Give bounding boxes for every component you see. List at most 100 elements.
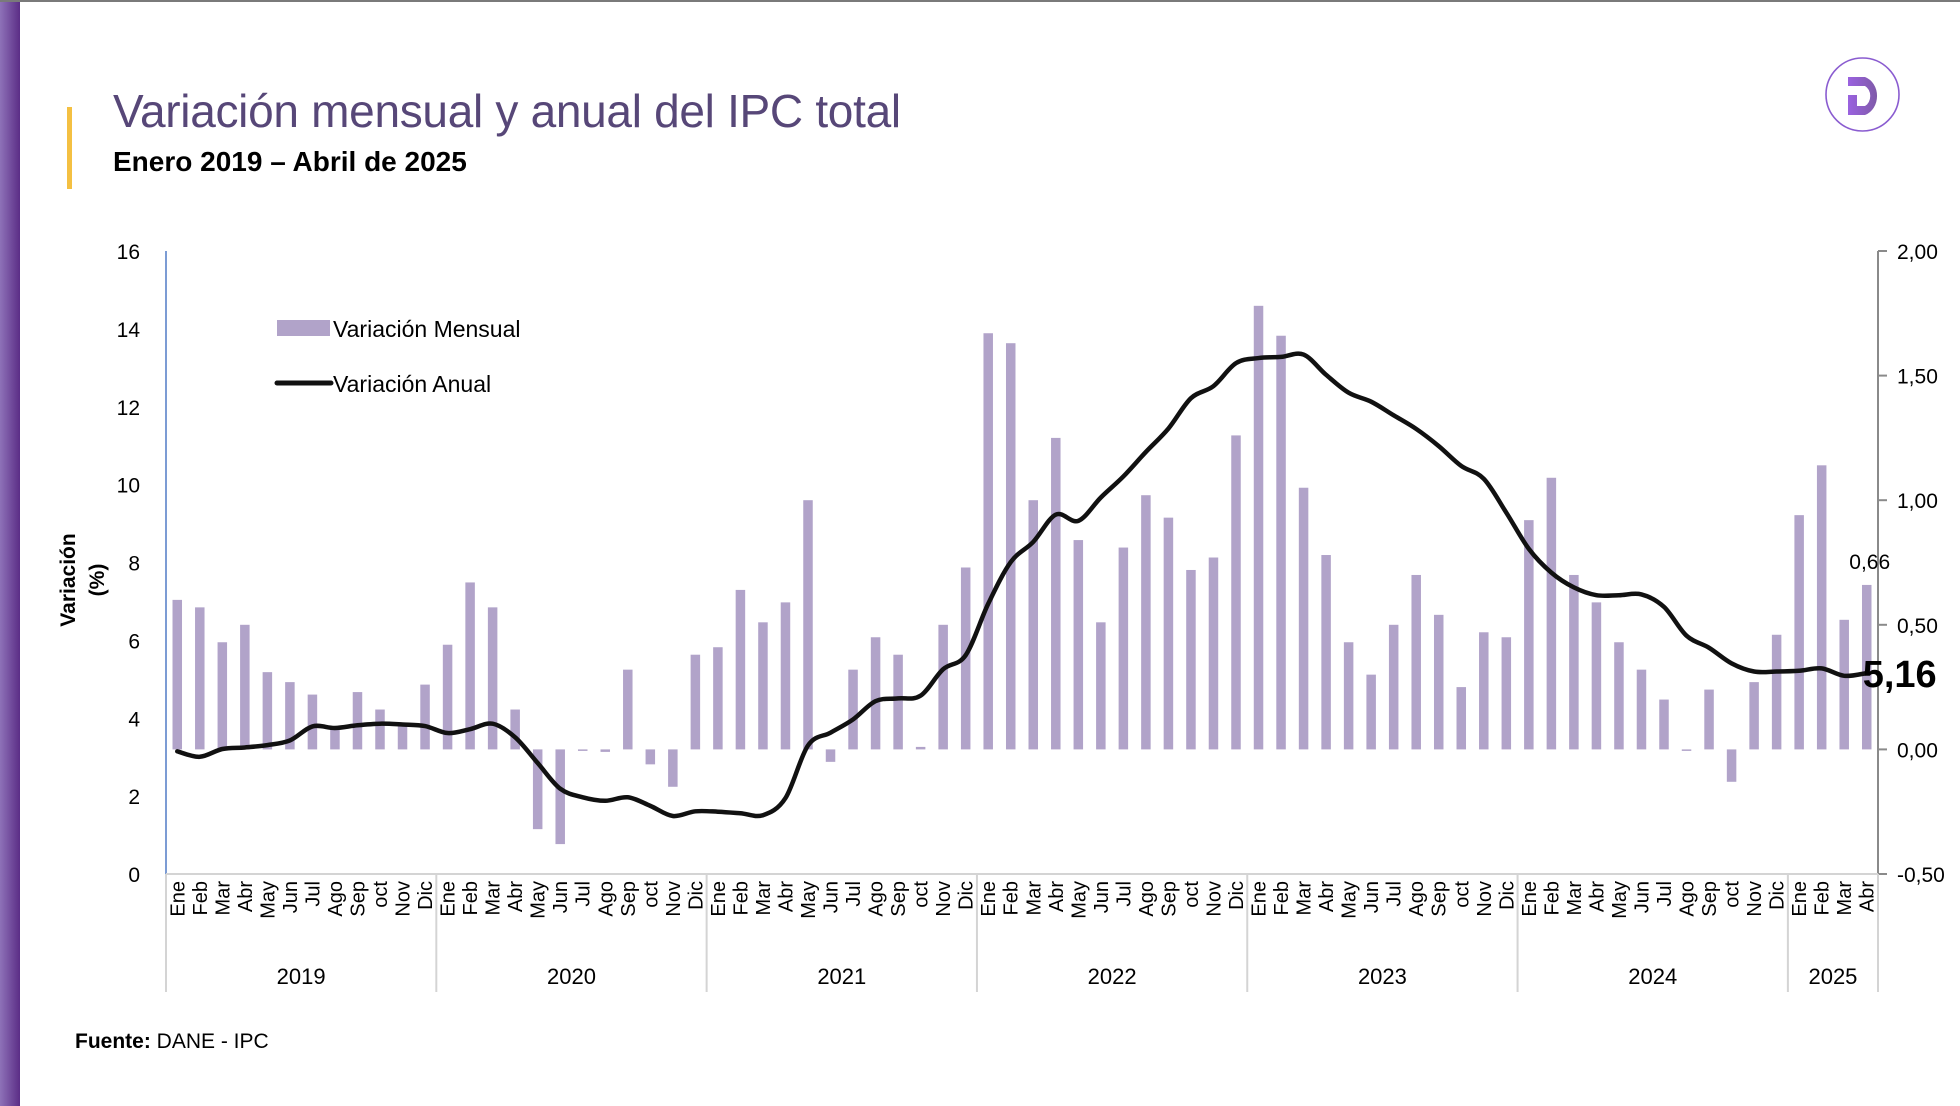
- month-tick-label: Feb: [1271, 881, 1293, 915]
- bar-mensual: [172, 599, 183, 750]
- top-border: [0, 0, 1960, 2]
- month-tick-label: oct: [640, 881, 662, 908]
- month-tick-label: oct: [911, 881, 933, 908]
- month-tick-label: Ago: [595, 881, 617, 917]
- month-tick-label: Dic: [1767, 881, 1789, 910]
- month-tick-label: Ene: [1249, 881, 1271, 917]
- bar-mensual: [668, 749, 678, 787]
- month-tick-label: Sep: [888, 881, 910, 917]
- bar-mensual: [375, 709, 385, 750]
- bar-mensual: [1411, 574, 1421, 750]
- month-tick-label: oct: [1181, 881, 1203, 908]
- bar-mensual: [1479, 632, 1489, 750]
- bar-mensual: [487, 607, 498, 750]
- right-axis-tick-label: 1,50: [1897, 366, 1938, 389]
- bar-mensual: [1546, 477, 1557, 750]
- bar-mensual: [1005, 343, 1016, 750]
- month-tick-label: Mar: [1834, 881, 1856, 916]
- bar-mensual: [1433, 614, 1444, 750]
- month-tick-label: Jun: [1361, 881, 1383, 913]
- bar-mensual: [915, 746, 926, 750]
- data-label-mensual-last: 0,66: [1849, 551, 1890, 574]
- bar-mensual: [713, 647, 723, 750]
- bar-mensual: [645, 749, 656, 765]
- bar-mensual: [1366, 674, 1376, 750]
- year-label: 2024: [1628, 964, 1677, 989]
- bar-mensual: [735, 589, 746, 750]
- year-label: 2021: [817, 964, 866, 989]
- legend-label-anual: Variación Anual: [333, 371, 491, 397]
- bar-mensual: [1231, 435, 1241, 750]
- month-tick-label: Jun: [821, 881, 843, 913]
- bar-mensual: [285, 682, 295, 750]
- month-tick-label: Nov: [393, 881, 415, 917]
- bar-mensual: [1749, 682, 1759, 750]
- month-tick-label: Sep: [1158, 881, 1180, 917]
- month-tick-label: Ene: [1519, 881, 1541, 917]
- month-tick-label: Feb: [1541, 881, 1563, 915]
- bar-mensual: [780, 602, 791, 750]
- bar-mensual: [623, 669, 633, 750]
- right-axis-tick-label: 1,00: [1897, 490, 1938, 513]
- month-tick-label: Ene: [438, 881, 460, 917]
- month-tick-label: Abr: [1316, 881, 1338, 912]
- month-tick-label: Ago: [1406, 881, 1428, 917]
- bar-mensual: [510, 709, 520, 750]
- source-label: Fuente:: [75, 1030, 151, 1053]
- month-tick-label: Nov: [663, 881, 685, 917]
- bar-mensual: [600, 749, 611, 752]
- bar-mensual: [330, 726, 340, 750]
- left-axis-tick-label: 8: [128, 553, 140, 576]
- month-tick-label: Jul: [1654, 881, 1676, 907]
- right-axis-tick-label: 0,00: [1897, 739, 1938, 762]
- month-tick-label: oct: [1722, 881, 1744, 908]
- bar-mensual: [420, 684, 430, 750]
- y-axis-title: Variación (%): [57, 533, 109, 626]
- month-tick-label: Ene: [167, 881, 189, 917]
- year-label: 2020: [547, 964, 596, 989]
- bar-mensual: [1569, 574, 1579, 750]
- month-tick-label: Sep: [1699, 881, 1721, 917]
- month-tick-label: Ago: [1136, 881, 1158, 917]
- left-axis-tick-label: 6: [128, 630, 140, 653]
- bar-mensual: [1771, 634, 1782, 750]
- bar-mensual: [1524, 520, 1534, 750]
- left-axis-tick-label: 4: [128, 708, 140, 731]
- month-tick-label: Mar: [1564, 881, 1586, 916]
- bar-mensual: [1636, 669, 1647, 750]
- right-axis-tick-label: -0,50: [1897, 864, 1945, 887]
- month-tick-label: Jul: [302, 881, 324, 907]
- month-tick-label: Dic: [685, 881, 707, 910]
- bar-mensual: [555, 749, 565, 845]
- month-tick-label: Abr: [1857, 881, 1879, 912]
- month-tick-label: Abr: [505, 881, 527, 912]
- month-tick-label: oct: [1451, 881, 1473, 908]
- bar-mensual: [1028, 500, 1039, 750]
- month-tick-label: Nov: [1744, 881, 1766, 917]
- month-tick-label: Nov: [1474, 881, 1496, 917]
- line-anual: [175, 351, 1869, 819]
- left-axis-tick-label: 10: [117, 475, 140, 498]
- month-tick-label: Jun: [1631, 881, 1653, 913]
- year-label: 2022: [1088, 964, 1137, 989]
- left-axis-tick-label: 0: [128, 864, 140, 887]
- bar-mensual: [870, 637, 881, 750]
- month-tick-label: Dic: [1226, 881, 1248, 910]
- month-tick-label: Mar: [212, 881, 234, 916]
- month-tick-label: Ene: [708, 881, 730, 917]
- bar-mensual: [1343, 642, 1354, 750]
- bar-mensual: [690, 654, 701, 750]
- bar-mensual: [825, 749, 836, 762]
- bar-mensual: [1591, 602, 1602, 750]
- month-tick-label: Feb: [1001, 881, 1023, 915]
- right-axis-tick-label: 2,00: [1897, 241, 1938, 264]
- month-tick-label: Jun: [280, 881, 302, 913]
- month-tick-label: Ago: [325, 881, 347, 917]
- bar-mensual: [1681, 749, 1692, 751]
- month-tick-label: May: [1068, 881, 1090, 919]
- bar-mensual: [758, 622, 768, 750]
- month-tick-label: Ago: [866, 881, 888, 917]
- month-tick-label: Abr: [775, 881, 797, 912]
- bar-mensual: [1839, 619, 1849, 750]
